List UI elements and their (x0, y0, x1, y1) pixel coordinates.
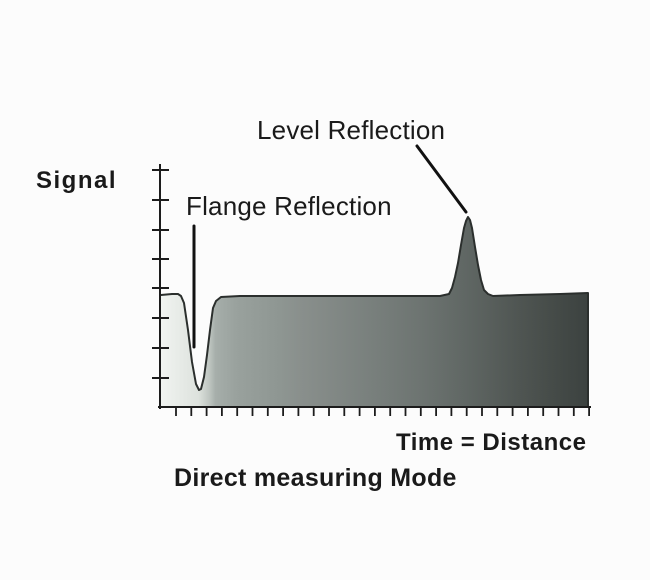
x-axis-label: Time = Distance (396, 429, 587, 456)
figure-caption: Direct measuring Mode (174, 464, 457, 492)
y-axis-label: Signal (36, 167, 118, 194)
signal-area (161, 217, 588, 407)
level-leader-line (415, 144, 468, 214)
axes (152, 164, 591, 416)
flange-annotation: Flange Reflection (186, 191, 392, 221)
signal-outline (160, 216, 589, 407)
level-annotation: Level Reflection (257, 115, 446, 145)
